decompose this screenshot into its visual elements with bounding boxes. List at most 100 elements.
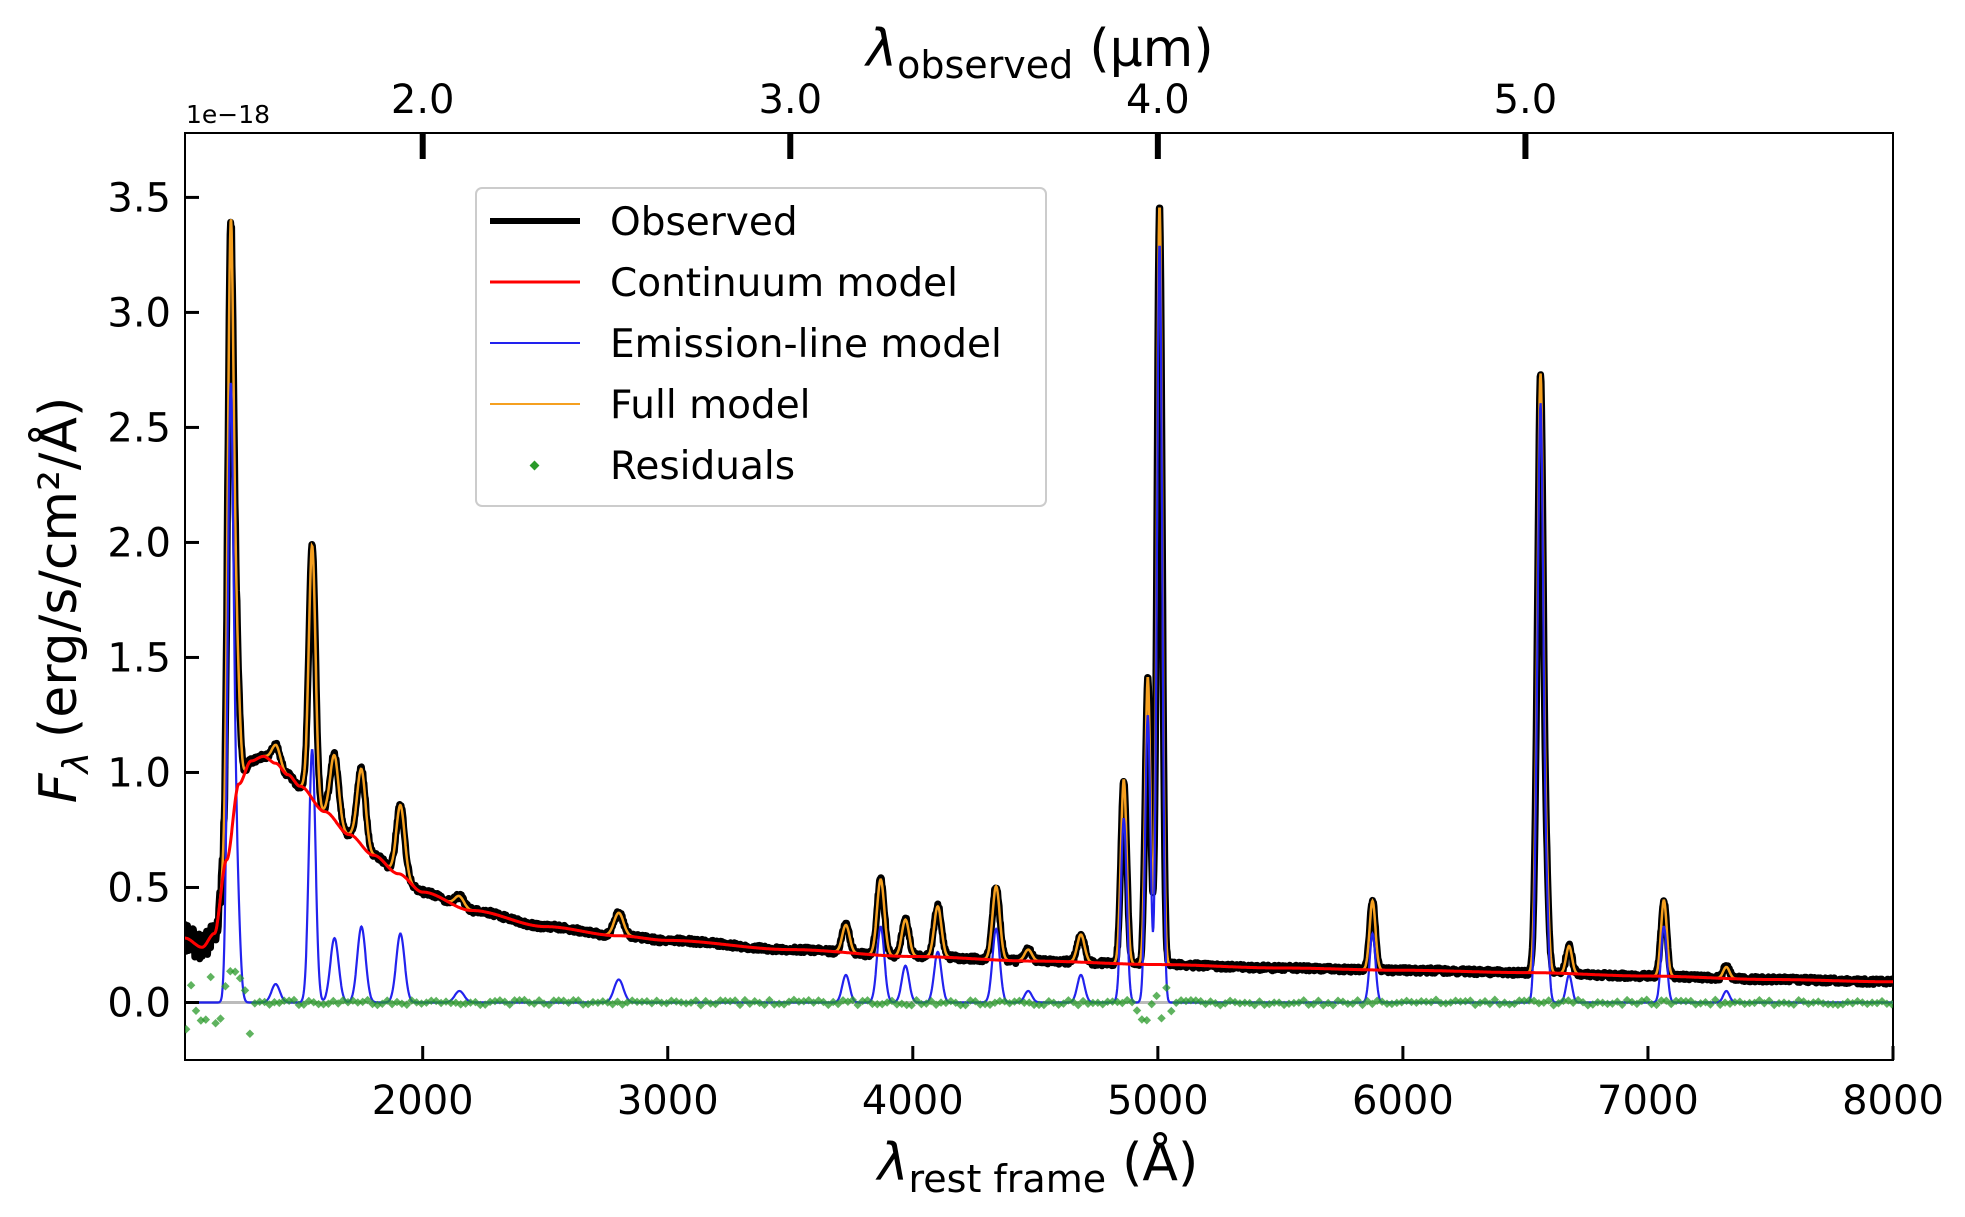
residual-point: [1485, 999, 1495, 1009]
residual-point: [186, 980, 196, 990]
residual-point: [1152, 991, 1161, 1001]
residual-point: [1353, 996, 1362, 1005]
residual-point: [637, 997, 647, 1006]
residual-point: [1108, 997, 1117, 1006]
residual-point: [1823, 999, 1833, 1009]
residual-point: [1593, 998, 1602, 1007]
y-tick-label: 1.5: [107, 635, 171, 681]
x-axis-ticks: 2000 3000 4000 5000 6000 7000 8000: [372, 1046, 1944, 1124]
residual-point: [1176, 996, 1186, 1005]
y-tick-label: 2.5: [107, 405, 171, 451]
legend-label-continuum: Continuum model: [610, 261, 958, 306]
residual-point: [1103, 997, 1112, 1007]
y-tick-label: 1.0: [107, 750, 171, 796]
residual-point: [1603, 999, 1612, 1009]
residual-point: [544, 1000, 554, 1010]
residual-point: [730, 996, 740, 1005]
legend-label-residuals: Residuals: [610, 444, 795, 489]
residual-point: [1167, 1006, 1176, 1016]
residual-point: [588, 997, 598, 1007]
residual-point: [569, 996, 578, 1005]
y-tick-label: 0.5: [107, 865, 171, 911]
residual-point: [1544, 996, 1553, 1005]
residual-point: [353, 998, 363, 1007]
legend-label-full: Full model: [610, 383, 811, 428]
residual-point: [1304, 1000, 1313, 1009]
residual-point: [956, 1000, 965, 1010]
residual-point: [1534, 998, 1544, 1008]
residual-point: [691, 996, 701, 1005]
residual-point: [185, 1025, 191, 1034]
residual-point: [476, 1000, 485, 1010]
top-tick-label: 2.0: [391, 77, 455, 123]
residual-point: [1289, 998, 1299, 1008]
residual-point: [995, 996, 1005, 1006]
residual-point: [1456, 997, 1465, 1006]
legend-label-emission: Emission-line model: [610, 322, 1002, 367]
residual-point: [760, 1000, 769, 1009]
residual-point: [245, 1029, 255, 1038]
residual-point: [1186, 995, 1196, 1005]
residual-point: [206, 972, 215, 982]
residual-point: [1132, 1006, 1142, 1015]
series-layer: [185, 204, 1893, 1038]
residual-point: [578, 1000, 588, 1009]
residual-point: [1887, 999, 1893, 1009]
residual-point: [632, 997, 642, 1007]
residual-point: [657, 998, 666, 1008]
residual-point: [740, 995, 750, 1005]
residual-point: [299, 1000, 309, 1009]
residual-point: [735, 1000, 745, 1010]
residual-point: [936, 998, 946, 1007]
residual-point: [873, 1000, 882, 1009]
plot-frame: [184, 132, 1894, 1061]
residual-point: [1490, 995, 1500, 1005]
residual-point: [1681, 997, 1691, 1006]
x-tick-label: 6000: [1352, 1078, 1454, 1124]
residual-point: [868, 999, 877, 1009]
residual-point: [1039, 1000, 1049, 1010]
residual-point: [1642, 995, 1651, 1005]
residual-point: [270, 998, 279, 1007]
residual-point: [907, 1000, 916, 1010]
residual-point: [466, 998, 475, 1007]
residual-point: [1466, 996, 1475, 1005]
x-tick-label: 3000: [617, 1078, 719, 1124]
residual-point: [926, 996, 936, 1006]
residual-point: [1358, 1000, 1367, 1010]
residual-point: [902, 1000, 911, 1010]
residual-point: [1269, 998, 1279, 1007]
residual-point: [549, 996, 559, 1005]
residual-point: [774, 999, 784, 1009]
residual-point: [1706, 1000, 1715, 1009]
residual-point: [1789, 1000, 1799, 1009]
residual-point: [1676, 996, 1686, 1006]
legend: Observed Continuum model Emission-line m…: [475, 187, 1047, 507]
x-tick-label: 2000: [372, 1078, 474, 1124]
residual-point: [554, 996, 563, 1005]
residual-point: [716, 996, 725, 1005]
residual-point: [1652, 1000, 1661, 1010]
top-tick-label: 5.0: [1494, 77, 1558, 123]
residual-point: [1314, 996, 1323, 1006]
residual-point: [279, 996, 289, 1006]
residual-point: [1515, 996, 1524, 1005]
residual-point: [1240, 998, 1250, 1007]
y-tick-label: 0.0: [107, 980, 171, 1026]
residual-point: [1867, 998, 1877, 1007]
residual-point: [574, 996, 583, 1005]
x-axis-title: λrest frame (Å): [875, 1131, 1199, 1201]
residual-point: [892, 1000, 902, 1009]
residual-point: [1157, 1013, 1166, 1023]
residual-point: [1088, 998, 1098, 1008]
residual-point: [1073, 1000, 1083, 1010]
residual-point: [1162, 983, 1171, 993]
residual-point: [510, 996, 519, 1005]
residual-point: [1774, 998, 1784, 1008]
residual-point: [765, 995, 774, 1005]
residual-point: [917, 999, 926, 1009]
x-tick-label: 5000: [1107, 1078, 1209, 1124]
legend-swatch-residuals: [529, 460, 540, 471]
residual-point: [1343, 999, 1353, 1008]
